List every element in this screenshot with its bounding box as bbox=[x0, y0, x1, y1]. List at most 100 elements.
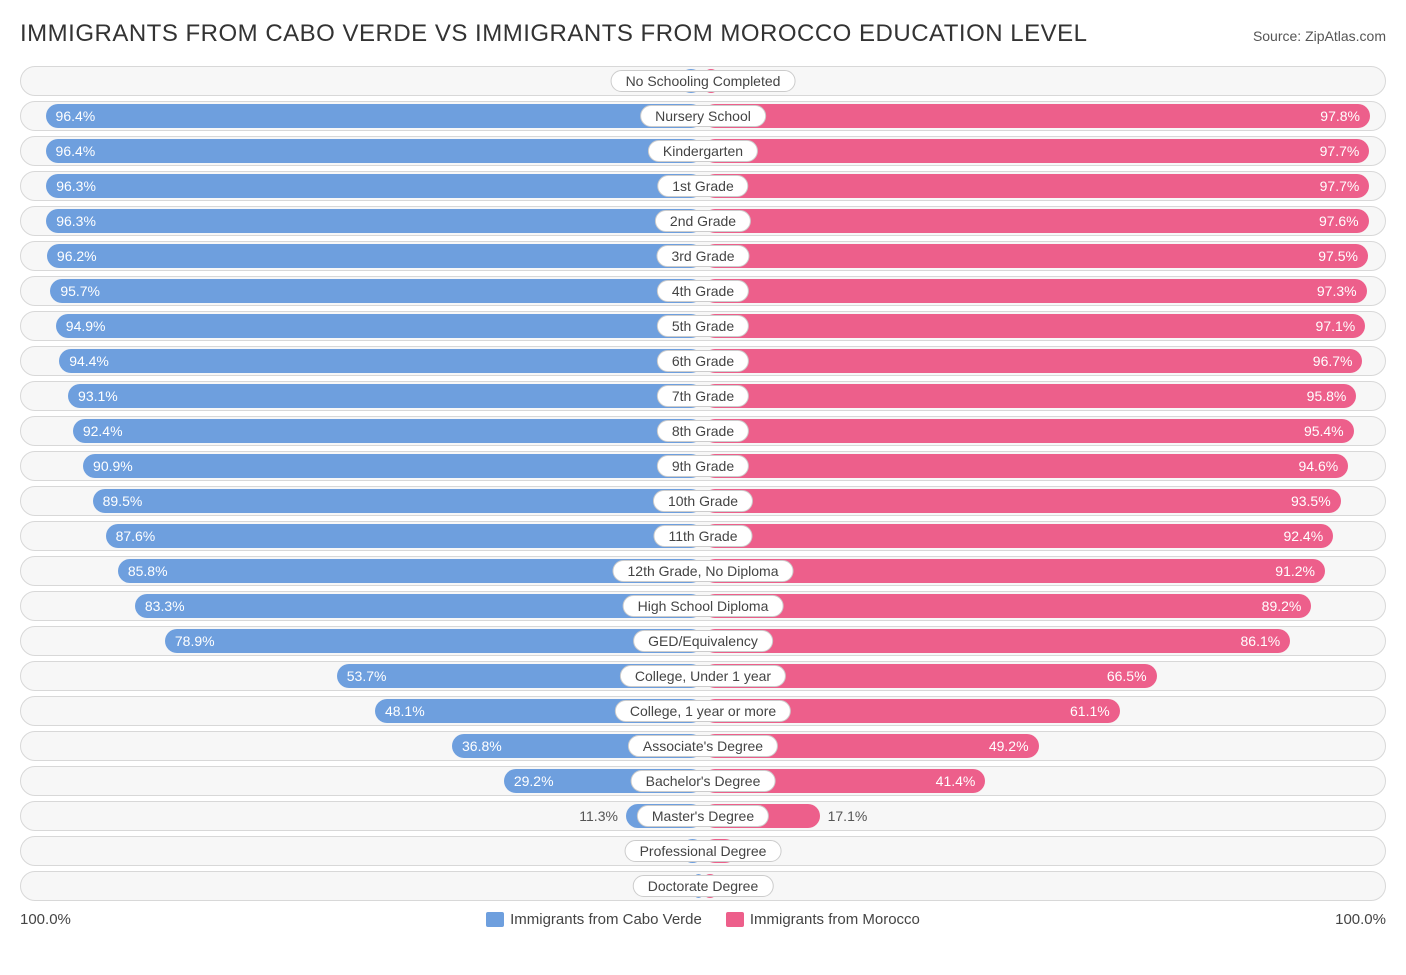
legend-swatch-left bbox=[486, 912, 504, 927]
bar-right-value: 93.5% bbox=[1291, 493, 1331, 509]
chart-header: IMMIGRANTS FROM CABO VERDE VS IMMIGRANTS… bbox=[20, 20, 1386, 48]
chart-row: 36.8%49.2%Associate's Degree bbox=[20, 731, 1386, 761]
chart-row: 78.9%86.1%GED/Equivalency bbox=[20, 626, 1386, 656]
bar-right-value: 17.1% bbox=[828, 808, 868, 824]
bar-right-value: 97.3% bbox=[1317, 283, 1357, 299]
bar-left bbox=[46, 104, 703, 128]
bar-right bbox=[703, 524, 1333, 548]
legend-label-right: Immigrants from Morocco bbox=[750, 911, 920, 928]
bar-left-value: 94.4% bbox=[69, 353, 109, 369]
bar-right-value: 41.4% bbox=[936, 773, 976, 789]
chart-title: IMMIGRANTS FROM CABO VERDE VS IMMIGRANTS… bbox=[20, 20, 1087, 48]
category-label: 11th Grade bbox=[653, 525, 752, 547]
bar-left bbox=[46, 174, 703, 198]
bar-left-value: 89.5% bbox=[103, 493, 143, 509]
chart-row: 53.7% 66.5% College, Under 1 year bbox=[20, 661, 1386, 691]
bar-right-value: 91.2% bbox=[1275, 563, 1315, 579]
legend-item-left: Immigrants from Cabo Verde bbox=[486, 911, 702, 928]
category-label: 5th Grade bbox=[657, 315, 749, 337]
bar-left bbox=[165, 629, 703, 653]
chart-row: 96.4%97.8%Nursery School bbox=[20, 101, 1386, 131]
bar-right-value: 95.8% bbox=[1307, 388, 1347, 404]
bar-right bbox=[703, 489, 1341, 513]
bar-right bbox=[703, 314, 1365, 338]
bar-right bbox=[703, 629, 1290, 653]
category-label: High School Diploma bbox=[623, 595, 784, 617]
bar-left-value: 96.2% bbox=[57, 248, 97, 264]
bar-left-value: 83.3% bbox=[145, 598, 185, 614]
bar-right-value: 97.1% bbox=[1316, 318, 1356, 334]
bar-right bbox=[703, 279, 1367, 303]
bar-right-value: 89.2% bbox=[1262, 598, 1302, 614]
bar-left-value: 11.3% bbox=[579, 808, 618, 824]
bar-left-value: 96.4% bbox=[56, 143, 96, 159]
bar-left bbox=[135, 594, 703, 618]
bar-right bbox=[703, 209, 1369, 233]
bar-left-value: 92.4% bbox=[83, 423, 123, 439]
bar-left bbox=[50, 279, 703, 303]
bar-right-value: 92.4% bbox=[1283, 528, 1323, 544]
bar-right-value: 96.7% bbox=[1313, 353, 1353, 369]
bar-left bbox=[73, 419, 703, 443]
chart-row: 96.3% 97.6% 2nd Grade bbox=[20, 206, 1386, 236]
category-label: GED/Equivalency bbox=[633, 630, 773, 652]
bar-left bbox=[68, 384, 703, 408]
chart-rows: 3.5%2.3%No Schooling Completed96.4%97.8%… bbox=[20, 66, 1386, 901]
bar-left bbox=[93, 489, 703, 513]
chart-row: 96.4%97.7%Kindergarten bbox=[20, 136, 1386, 166]
category-label: College, Under 1 year bbox=[620, 665, 786, 687]
axis-right-max: 100.0% bbox=[1335, 911, 1386, 928]
axis-left-max: 100.0% bbox=[20, 911, 71, 928]
chart-footer: 100.0% Immigrants from Cabo Verde Immigr… bbox=[20, 911, 1386, 928]
bar-left bbox=[46, 139, 703, 163]
bar-left-value: 87.6% bbox=[116, 528, 156, 544]
bar-right bbox=[703, 419, 1354, 443]
bar-right-value: 97.7% bbox=[1320, 178, 1360, 194]
chart-container: IMMIGRANTS FROM CABO VERDE VS IMMIGRANTS… bbox=[0, 0, 1406, 975]
bar-right-value: 94.6% bbox=[1298, 458, 1338, 474]
chart-row: 94.9%97.1%5th Grade bbox=[20, 311, 1386, 341]
bar-left bbox=[106, 524, 703, 548]
bar-left bbox=[46, 209, 703, 233]
bar-right bbox=[703, 244, 1368, 268]
bar-right-value: 97.6% bbox=[1319, 213, 1359, 229]
bar-left-value: 90.9% bbox=[93, 458, 133, 474]
category-label: 1st Grade bbox=[657, 175, 748, 197]
bar-left-value: 95.7% bbox=[60, 283, 100, 299]
category-label: 2nd Grade bbox=[655, 210, 751, 232]
chart-row: 3.5%2.3%No Schooling Completed bbox=[20, 66, 1386, 96]
legend-swatch-right bbox=[726, 912, 744, 927]
bar-left bbox=[83, 454, 703, 478]
chart-row: 95.7%97.3%4th Grade bbox=[20, 276, 1386, 306]
category-label: Doctorate Degree bbox=[633, 875, 774, 897]
bar-left bbox=[47, 244, 703, 268]
bar-right-value: 97.5% bbox=[1318, 248, 1358, 264]
category-label: 6th Grade bbox=[657, 350, 749, 372]
bar-left-value: 53.7% bbox=[347, 668, 387, 684]
chart-row: 90.9%94.6%9th Grade bbox=[20, 451, 1386, 481]
category-label: Professional Degree bbox=[625, 840, 782, 862]
category-label: 10th Grade bbox=[653, 490, 753, 512]
category-label: 8th Grade bbox=[657, 420, 749, 442]
category-label: 7th Grade bbox=[657, 385, 749, 407]
legend-item-right: Immigrants from Morocco bbox=[726, 911, 920, 928]
bar-left-value: 93.1% bbox=[78, 388, 118, 404]
bar-left-value: 96.3% bbox=[56, 213, 96, 229]
bar-left-value: 29.2% bbox=[514, 773, 554, 789]
bar-left-value: 96.3% bbox=[56, 178, 96, 194]
chart-row: 87.6% 92.4% 11th Grade bbox=[20, 521, 1386, 551]
bar-right bbox=[703, 454, 1348, 478]
chart-row: 94.4% 96.7% 6th Grade bbox=[20, 346, 1386, 376]
bar-right bbox=[703, 104, 1370, 128]
category-label: 3rd Grade bbox=[656, 245, 749, 267]
chart-legend: Immigrants from Cabo Verde Immigrants fr… bbox=[486, 911, 920, 928]
category-label: Kindergarten bbox=[648, 140, 758, 162]
bar-right-value: 66.5% bbox=[1107, 668, 1147, 684]
bar-left-value: 36.8% bbox=[462, 738, 502, 754]
bar-right-value: 97.8% bbox=[1320, 108, 1360, 124]
category-label: 12th Grade, No Diploma bbox=[613, 560, 794, 582]
chart-row: 89.5% 93.5% 10th Grade bbox=[20, 486, 1386, 516]
category-label: Associate's Degree bbox=[628, 735, 778, 757]
bar-right bbox=[703, 384, 1356, 408]
chart-row: 83.3% 89.2% High School Diploma bbox=[20, 591, 1386, 621]
